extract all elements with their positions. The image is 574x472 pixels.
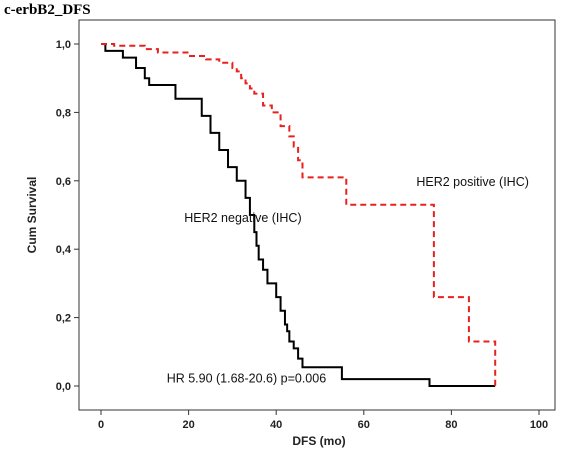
y-tick-label: 0,0	[56, 381, 71, 393]
series-her2-negative-line	[101, 43, 496, 387]
chart-title: c-erbB2_DFS	[4, 2, 91, 18]
annotations: HER2 positive (IHC) HER2 negative (IHC) HR…	[167, 175, 529, 386]
x-tick-label: 100	[530, 419, 548, 431]
x-tick-label: 80	[445, 419, 457, 431]
x-ticks: 0 20 40 60 80 100	[98, 410, 548, 431]
y-tick-label: 0,4	[56, 244, 72, 256]
y-axis-label: Cum Survival	[25, 177, 39, 254]
x-tick-label: 0	[98, 419, 104, 431]
x-tick-label: 20	[182, 419, 194, 431]
annotation-her2-positive: HER2 positive (IHC)	[416, 175, 529, 189]
y-tick-label: 0,6	[56, 176, 71, 188]
x-tick-label: 40	[270, 419, 282, 431]
y-ticks: 0,0 0,2 0,4 0,6 0,8 1,0	[56, 39, 79, 393]
annotation-her2-negative: HER2 negative (IHC)	[184, 211, 301, 225]
plot-frame	[78, 19, 556, 411]
y-tick-label: 0,2	[56, 313, 71, 325]
annotation-hr: HR 5.90 (1.68-20.6) p=0.006	[167, 372, 327, 386]
x-axis-label: DFS (mo)	[292, 434, 345, 448]
x-tick-label: 60	[358, 419, 370, 431]
y-tick-label: 1,0	[56, 39, 71, 51]
series-her2-positive-line	[101, 43, 497, 386]
y-tick-label: 0,8	[56, 107, 71, 119]
series-group	[101, 43, 497, 387]
